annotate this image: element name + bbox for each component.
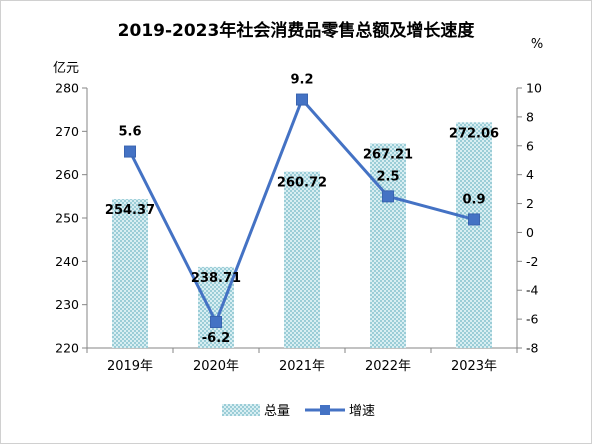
legend: 总量 增速 bbox=[222, 404, 375, 419]
growth-line bbox=[124, 93, 480, 328]
growth-value-label: -6.2 bbox=[202, 331, 230, 346]
growth-value-label: 2.5 bbox=[376, 169, 399, 184]
x-tick-label: 2019年 bbox=[107, 359, 153, 374]
x-tick-label: 2023年 bbox=[451, 359, 497, 374]
left-tick-label: 260 bbox=[55, 167, 79, 182]
legend-bar-swatch bbox=[222, 404, 260, 416]
left-tick-label: 230 bbox=[55, 297, 79, 312]
left-tick-label: 280 bbox=[55, 81, 79, 96]
right-tick-label: 6 bbox=[526, 138, 534, 153]
bar-2020年 bbox=[198, 266, 234, 348]
legend-bar-label: 总量 bbox=[264, 404, 290, 419]
growth-point-2020年 bbox=[210, 316, 222, 328]
axes: 220 230 240 250 260 270 280 -8 -6 -4 -2 0 2 4 6 8 10 2019… bbox=[55, 81, 542, 375]
chart-title: 2019-2023年社会消费品零售总额及增长速度 bbox=[118, 20, 476, 41]
legend-line-marker bbox=[320, 405, 330, 415]
left-axis-unit: 亿元 bbox=[53, 61, 79, 76]
bar-value-label: 272.06 bbox=[449, 126, 499, 141]
bar-2022年 bbox=[370, 143, 406, 348]
left-tick-label: 270 bbox=[55, 124, 79, 139]
left-tick-label: 240 bbox=[55, 254, 79, 269]
right-tick-label: 8 bbox=[526, 109, 534, 124]
growth-value-label: 9.2 bbox=[290, 73, 313, 88]
left-tick-label: 250 bbox=[55, 211, 79, 226]
x-tick-label: 2020年 bbox=[193, 359, 239, 374]
bar-value-label: 238.71 bbox=[191, 271, 241, 286]
growth-point-2021年 bbox=[296, 93, 308, 106]
bars bbox=[112, 122, 492, 348]
right-tick-label: -6 bbox=[526, 312, 539, 327]
growth-point-2019年 bbox=[124, 145, 136, 158]
bar-value-label: 267.21 bbox=[363, 147, 413, 162]
bar-2021年 bbox=[284, 171, 320, 348]
right-tick-label: 2 bbox=[526, 196, 534, 211]
x-tick-label: 2021年 bbox=[279, 359, 325, 374]
left-tick-label: 220 bbox=[55, 341, 79, 356]
x-tick-label: 2022年 bbox=[365, 359, 411, 374]
data-labels: 254.37 238.71 260.72 267.21 272.06 5.6 -6.2 9.2… bbox=[105, 73, 499, 346]
right-tick-label: -8 bbox=[526, 341, 539, 356]
right-axis-unit: % bbox=[531, 37, 543, 52]
growth-point-2022年 bbox=[382, 190, 394, 203]
right-tick-label: -4 bbox=[526, 283, 539, 298]
bar-value-label: 254.37 bbox=[105, 203, 155, 218]
right-tick-label: 10 bbox=[526, 81, 542, 96]
bar-value-label: 260.72 bbox=[277, 176, 327, 191]
growth-point-2023年 bbox=[468, 213, 480, 226]
growth-value-label: 0.9 bbox=[462, 192, 485, 207]
bar-2023年 bbox=[456, 122, 492, 348]
legend-line-label: 增速 bbox=[349, 404, 375, 419]
right-tick-label: 4 bbox=[526, 167, 534, 182]
right-tick-label: 0 bbox=[526, 225, 534, 240]
growth-value-label: 5.6 bbox=[118, 125, 141, 140]
bar-2019年 bbox=[112, 199, 148, 348]
right-tick-label: -2 bbox=[526, 254, 538, 269]
